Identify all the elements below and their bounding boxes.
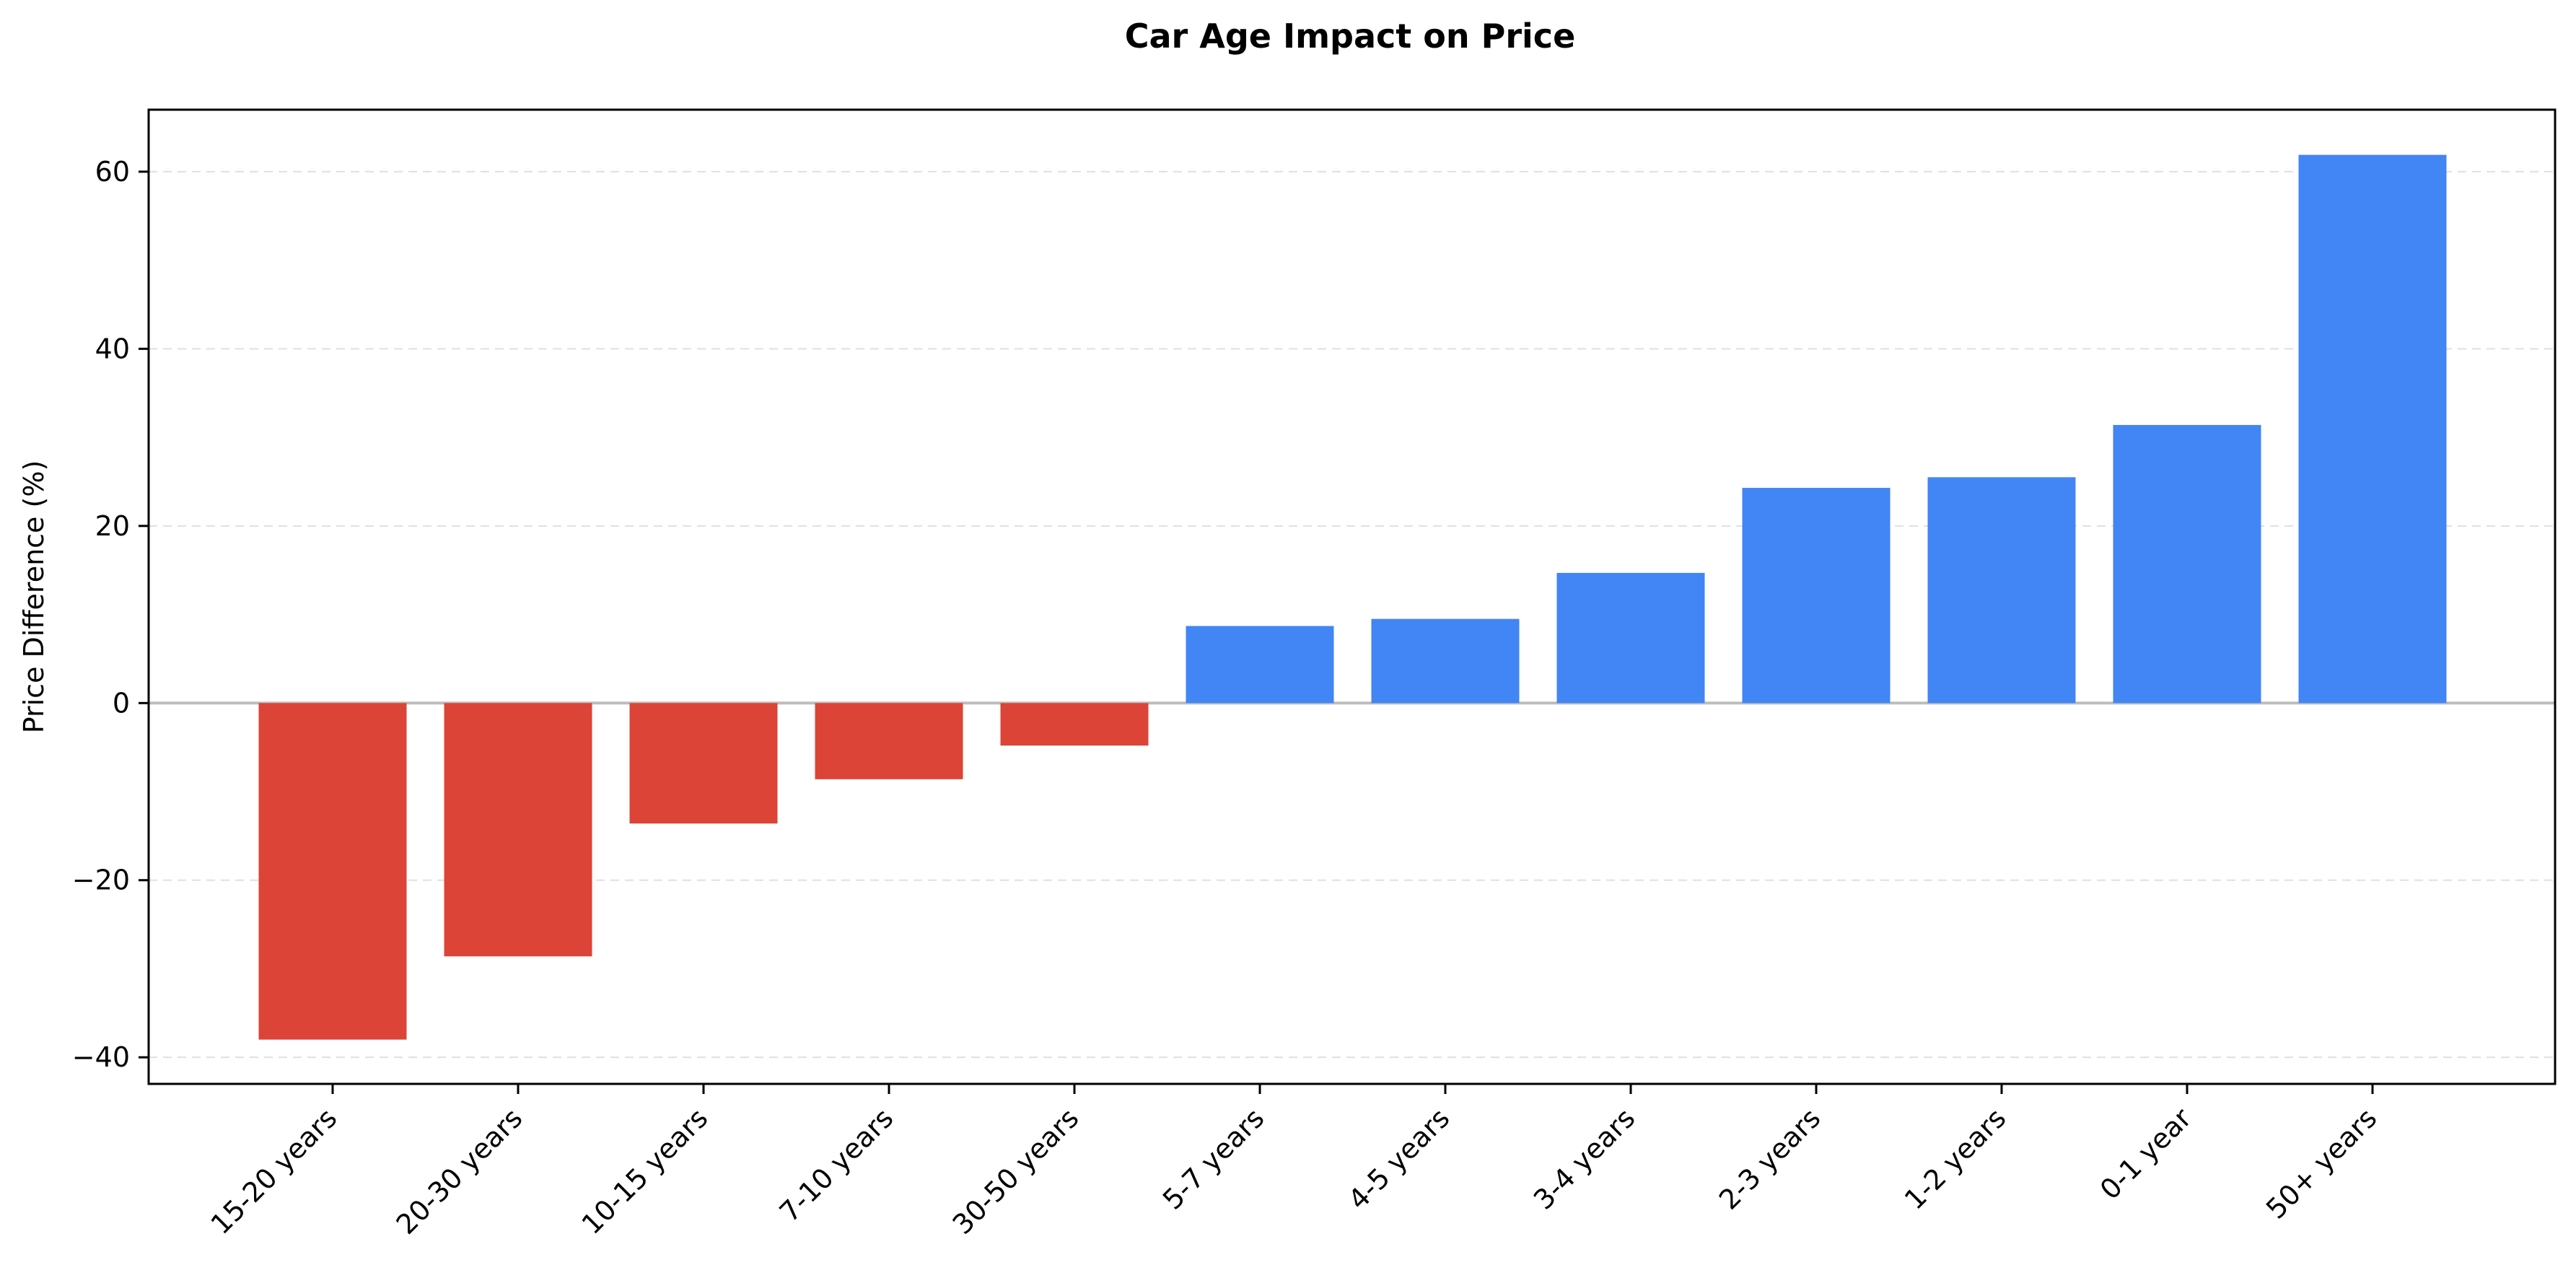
bar (815, 703, 963, 779)
bar (629, 703, 778, 824)
chart-title: Car Age Impact on Price (1125, 17, 1576, 56)
x-tick-label: 15-20 years (205, 1102, 343, 1240)
x-tick-label: 2-3 years (1713, 1102, 1826, 1215)
bar (444, 703, 592, 957)
x-tick-label: 10-15 years (576, 1102, 714, 1240)
bars (258, 154, 2447, 1040)
y-tick-label: 20 (95, 510, 130, 542)
x-axis-ticks: 15-20 years 20-30 years 10-15 years 7-10 ye… (205, 1084, 2383, 1240)
x-tick-label: 0-1 year (2094, 1102, 2198, 1206)
x-tick-label: 7-10 years (774, 1102, 900, 1228)
x-tick-label: 50+ years (2260, 1102, 2383, 1225)
y-tick-label: 60 (95, 156, 130, 188)
x-tick-label: 30-50 years (947, 1102, 1085, 1240)
bar (258, 703, 407, 1040)
y-tick-label: −20 (72, 865, 130, 896)
y-tick-label: 40 (95, 333, 130, 364)
bar (1556, 572, 1705, 704)
bar (2298, 154, 2447, 704)
x-tick-label: 1-2 years (1898, 1102, 2012, 1215)
x-tick-label: 5-7 years (1157, 1102, 1270, 1215)
y-tick-label: −40 (72, 1041, 130, 1073)
x-tick-label: 3-4 years (1528, 1102, 1641, 1215)
bar (2113, 424, 2261, 704)
bar (1927, 477, 2076, 704)
bar (1000, 703, 1149, 746)
x-tick-label: 4-5 years (1342, 1102, 1455, 1215)
x-tick-label: 20-30 years (390, 1102, 529, 1240)
bar (1742, 488, 1891, 704)
plot-frame (147, 108, 2557, 1085)
bar (1371, 618, 1520, 704)
y-axis-ticks: −40 −20 0 20 40 60 (72, 156, 149, 1073)
grid-lines (149, 170, 2555, 1059)
y-tick-label: 0 (113, 687, 130, 719)
y-axis-label: Price Difference (%) (18, 460, 50, 734)
bar (1186, 626, 1334, 704)
